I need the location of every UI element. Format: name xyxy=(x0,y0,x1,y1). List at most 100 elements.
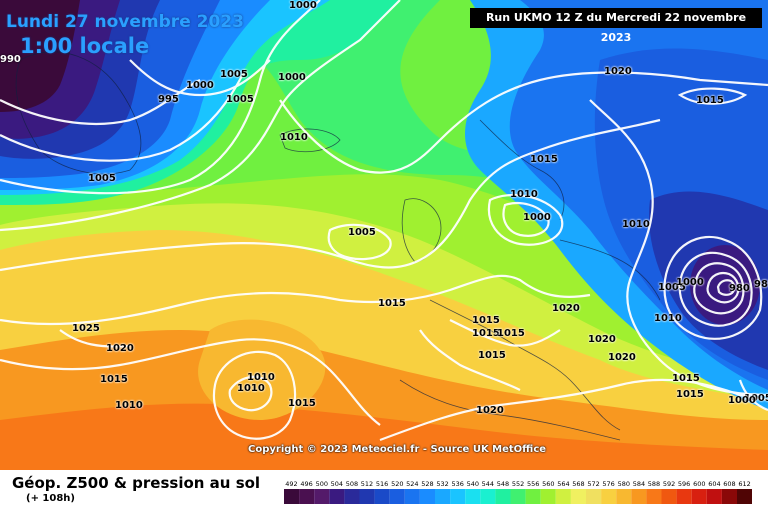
isobar-label: 1005 xyxy=(744,393,768,404)
isobar-label: 1015 xyxy=(378,298,406,309)
scale-color-swatch xyxy=(284,489,300,504)
isobar-label: 1005 xyxy=(658,282,686,293)
scale-value-label: 580 xyxy=(618,480,630,488)
isobar-label: 1015 xyxy=(100,374,128,385)
scale-color-swatch xyxy=(314,489,330,504)
scale-value-label: 560 xyxy=(542,480,554,488)
scale-value-label: 576 xyxy=(602,480,614,488)
scale-value-label: 540 xyxy=(467,480,479,488)
scale-color-swatch xyxy=(586,489,602,504)
scale-color-swatch xyxy=(389,489,405,504)
isobar-label: 1020 xyxy=(604,66,632,77)
run-banner: Run UKMO 12 Z du Mercredi 22 novembre 20… xyxy=(470,8,762,44)
isobar-label: 1020 xyxy=(608,352,636,363)
scale-value-label: 496 xyxy=(300,480,312,488)
isobar-label: 1015 xyxy=(696,95,724,106)
legend-subtitle: (+ 108h) xyxy=(26,493,75,504)
isobar-label: 1015 xyxy=(672,373,700,384)
scale-value-label: 592 xyxy=(663,480,675,488)
isobar-label: 1010 xyxy=(622,219,650,230)
scale-value-label: 604 xyxy=(708,480,720,488)
isobar-label: 1005 xyxy=(348,227,376,238)
forecast-date: Lundi 27 novembre 2023 xyxy=(6,12,244,32)
scale-color-swatch xyxy=(480,489,496,504)
color-scale: 492 496 500 504 508 512 516 520 524 528 532 536 540 5… xyxy=(284,480,752,504)
isobar-label: 1015 xyxy=(472,328,500,339)
scale-value-label: 600 xyxy=(693,480,705,488)
scale-color-swatch xyxy=(450,489,466,504)
isobar-label: 1000 xyxy=(289,0,317,11)
isobar-label: 1005 xyxy=(220,69,248,80)
isobar-label: 980 xyxy=(729,283,750,294)
scale-color-swatch xyxy=(646,489,662,504)
scale-color-swatch xyxy=(299,489,315,504)
scale-color-swatch xyxy=(495,489,511,504)
scale-color-swatch xyxy=(510,489,526,504)
scale-value-label: 508 xyxy=(346,480,358,488)
scale-color-swatch xyxy=(359,489,375,504)
scale-value-label: 512 xyxy=(361,480,373,488)
scale-value-label: 584 xyxy=(633,480,645,488)
scale-color-swatch xyxy=(676,489,692,504)
isobar-label: 1010 xyxy=(247,372,275,383)
scale-value-label: 572 xyxy=(587,480,599,488)
scale-color-swatch xyxy=(616,489,632,504)
scale-value-label: 504 xyxy=(331,480,343,488)
isobar-label: 1020 xyxy=(588,334,616,345)
scale-color-swatch xyxy=(435,489,451,504)
copyright-text: Copyright © 2023 Meteociel.fr - Source U… xyxy=(248,444,547,455)
scale-value-label: 596 xyxy=(678,480,690,488)
isobar-label: 1015 xyxy=(530,154,558,165)
scale-value-label: 588 xyxy=(648,480,660,488)
scale-value-label: 612 xyxy=(738,480,750,488)
scale-value-label: 492 xyxy=(285,480,297,488)
scale-color-swatch xyxy=(540,489,556,504)
scale-value-label: 524 xyxy=(406,480,418,488)
scale-color-swatch xyxy=(329,489,345,504)
isobar-label: 1010 xyxy=(510,189,538,200)
legend-title: Géop. Z500 & pression au sol xyxy=(12,474,261,492)
scale-value-label: 564 xyxy=(557,480,569,488)
isobar-label: 1020 xyxy=(552,303,580,314)
scale-value-label: 500 xyxy=(316,480,328,488)
scale-color-swatch xyxy=(737,489,752,504)
isobar-label: 1000 xyxy=(523,212,551,223)
weather-map: 990 995 1000 1005 1005 1000 1000 1005 10… xyxy=(0,0,768,470)
scale-color-swatch xyxy=(661,489,677,504)
isobar-label: 985 xyxy=(754,279,768,290)
isobar-label: 1015 xyxy=(497,328,525,339)
forecast-hour: 1:00 locale xyxy=(20,34,150,58)
scale-color-swatch xyxy=(525,489,541,504)
scale-color-swatch xyxy=(374,489,390,504)
isobar-label: 1020 xyxy=(476,405,504,416)
isobar-label: 1015 xyxy=(472,315,500,326)
scale-value-label: 568 xyxy=(572,480,584,488)
isobar-label: 1005 xyxy=(88,173,116,184)
scale-color-swatch xyxy=(706,489,722,504)
scale-value-label: 556 xyxy=(527,480,539,488)
isobar-label: 1025 xyxy=(72,323,100,334)
scale-value-label: 528 xyxy=(421,480,433,488)
isobar-label: 1010 xyxy=(237,383,265,394)
scale-value-label: 520 xyxy=(391,480,403,488)
scale-color-swatch xyxy=(601,489,617,504)
scale-color-swatch xyxy=(465,489,481,504)
scale-color-swatch xyxy=(344,489,360,504)
scale-value-label: 544 xyxy=(482,480,494,488)
scale-value-label: 532 xyxy=(436,480,448,488)
scale-color-swatch xyxy=(721,489,737,504)
isobar-label: 1005 xyxy=(226,94,254,105)
map-canvas xyxy=(0,0,768,470)
isobar-label: 1000 xyxy=(278,72,306,83)
scale-color-swatch xyxy=(631,489,647,504)
scale-color-swatch xyxy=(570,489,586,504)
isobar-label: 1000 xyxy=(728,395,756,406)
scale-value-label: 608 xyxy=(723,480,735,488)
isobar-label: 990 xyxy=(0,54,21,65)
scale-value-label: 516 xyxy=(376,480,388,488)
scale-color-swatch xyxy=(404,489,420,504)
scale-color-swatch xyxy=(691,489,707,504)
isobar-label: 995 xyxy=(158,94,179,105)
scale-color-swatch xyxy=(555,489,571,504)
isobar-label: 1020 xyxy=(106,343,134,354)
